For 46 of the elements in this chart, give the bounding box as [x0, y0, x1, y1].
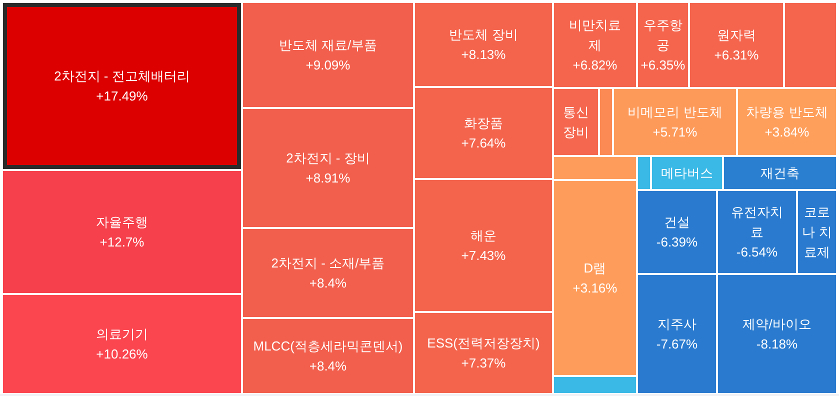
- data-label: +3.84%: [764, 124, 810, 140]
- data-label: -6.39%: [656, 234, 698, 250]
- category-label: 비메모리 반도체: [628, 104, 722, 120]
- category-label: D램: [584, 260, 606, 276]
- data-label: +7.37%: [461, 356, 506, 371]
- category-label: 지주사: [658, 316, 696, 332]
- data-label: +8.13%: [461, 47, 506, 62]
- category-label: 2차전지 - 소재/부품: [271, 256, 385, 271]
- category-label: 차량용 반도체: [746, 104, 828, 120]
- data-label: -6.54%: [736, 244, 778, 260]
- category-label: 코로나 치료제: [802, 204, 832, 260]
- category-label: 반도체 재료/부품: [278, 38, 378, 53]
- data-label: +5.71%: [652, 124, 698, 140]
- data-label: +7.43%: [461, 248, 506, 264]
- data-label: +8.4%: [309, 276, 348, 291]
- data-label: +8.91%: [306, 170, 351, 186]
- data-label: +3.16%: [572, 280, 618, 296]
- category-label: 자율주행: [96, 214, 148, 230]
- data-label: +8.4%: [309, 358, 348, 374]
- data-label: -8.18%: [756, 336, 798, 352]
- category-label: 반도체 장비: [449, 27, 518, 42]
- data-label: -7.67%: [656, 336, 698, 352]
- data-label: +17.49%: [96, 88, 148, 104]
- data-label: +12.7%: [100, 234, 145, 250]
- data-label: +7.64%: [461, 136, 506, 151]
- category-label: 통신장비: [563, 104, 589, 140]
- category-label: 화장품: [464, 116, 503, 131]
- category-label: 2차전지 - 장비: [286, 150, 370, 166]
- category-label: 해운: [470, 228, 496, 244]
- category-label: 우주항공: [644, 18, 682, 53]
- data-label: +6.31%: [714, 48, 760, 63]
- data-label: +6.82%: [572, 58, 618, 73]
- category-label: 원자력: [717, 28, 756, 43]
- category-label: 재건축: [760, 166, 800, 181]
- data-label: +6.35%: [640, 58, 686, 73]
- data-label: +10.26%: [96, 346, 148, 362]
- category-label: 2차전지 - 전고체배터리: [54, 68, 190, 84]
- category-label: MLCC(적층세라믹콘덴서): [253, 338, 403, 354]
- category-label: 유전자치료: [731, 204, 783, 240]
- category-label: 메타버스: [661, 166, 713, 181]
- category-label: 건설: [664, 214, 690, 230]
- data-label: +9.09%: [306, 58, 351, 73]
- category-label: ESS(전력저장장치): [427, 336, 540, 351]
- category-label: 비만치료제: [569, 18, 621, 53]
- category-label: 의료기기: [96, 326, 148, 342]
- category-label: 제약/바이오: [742, 316, 812, 332]
